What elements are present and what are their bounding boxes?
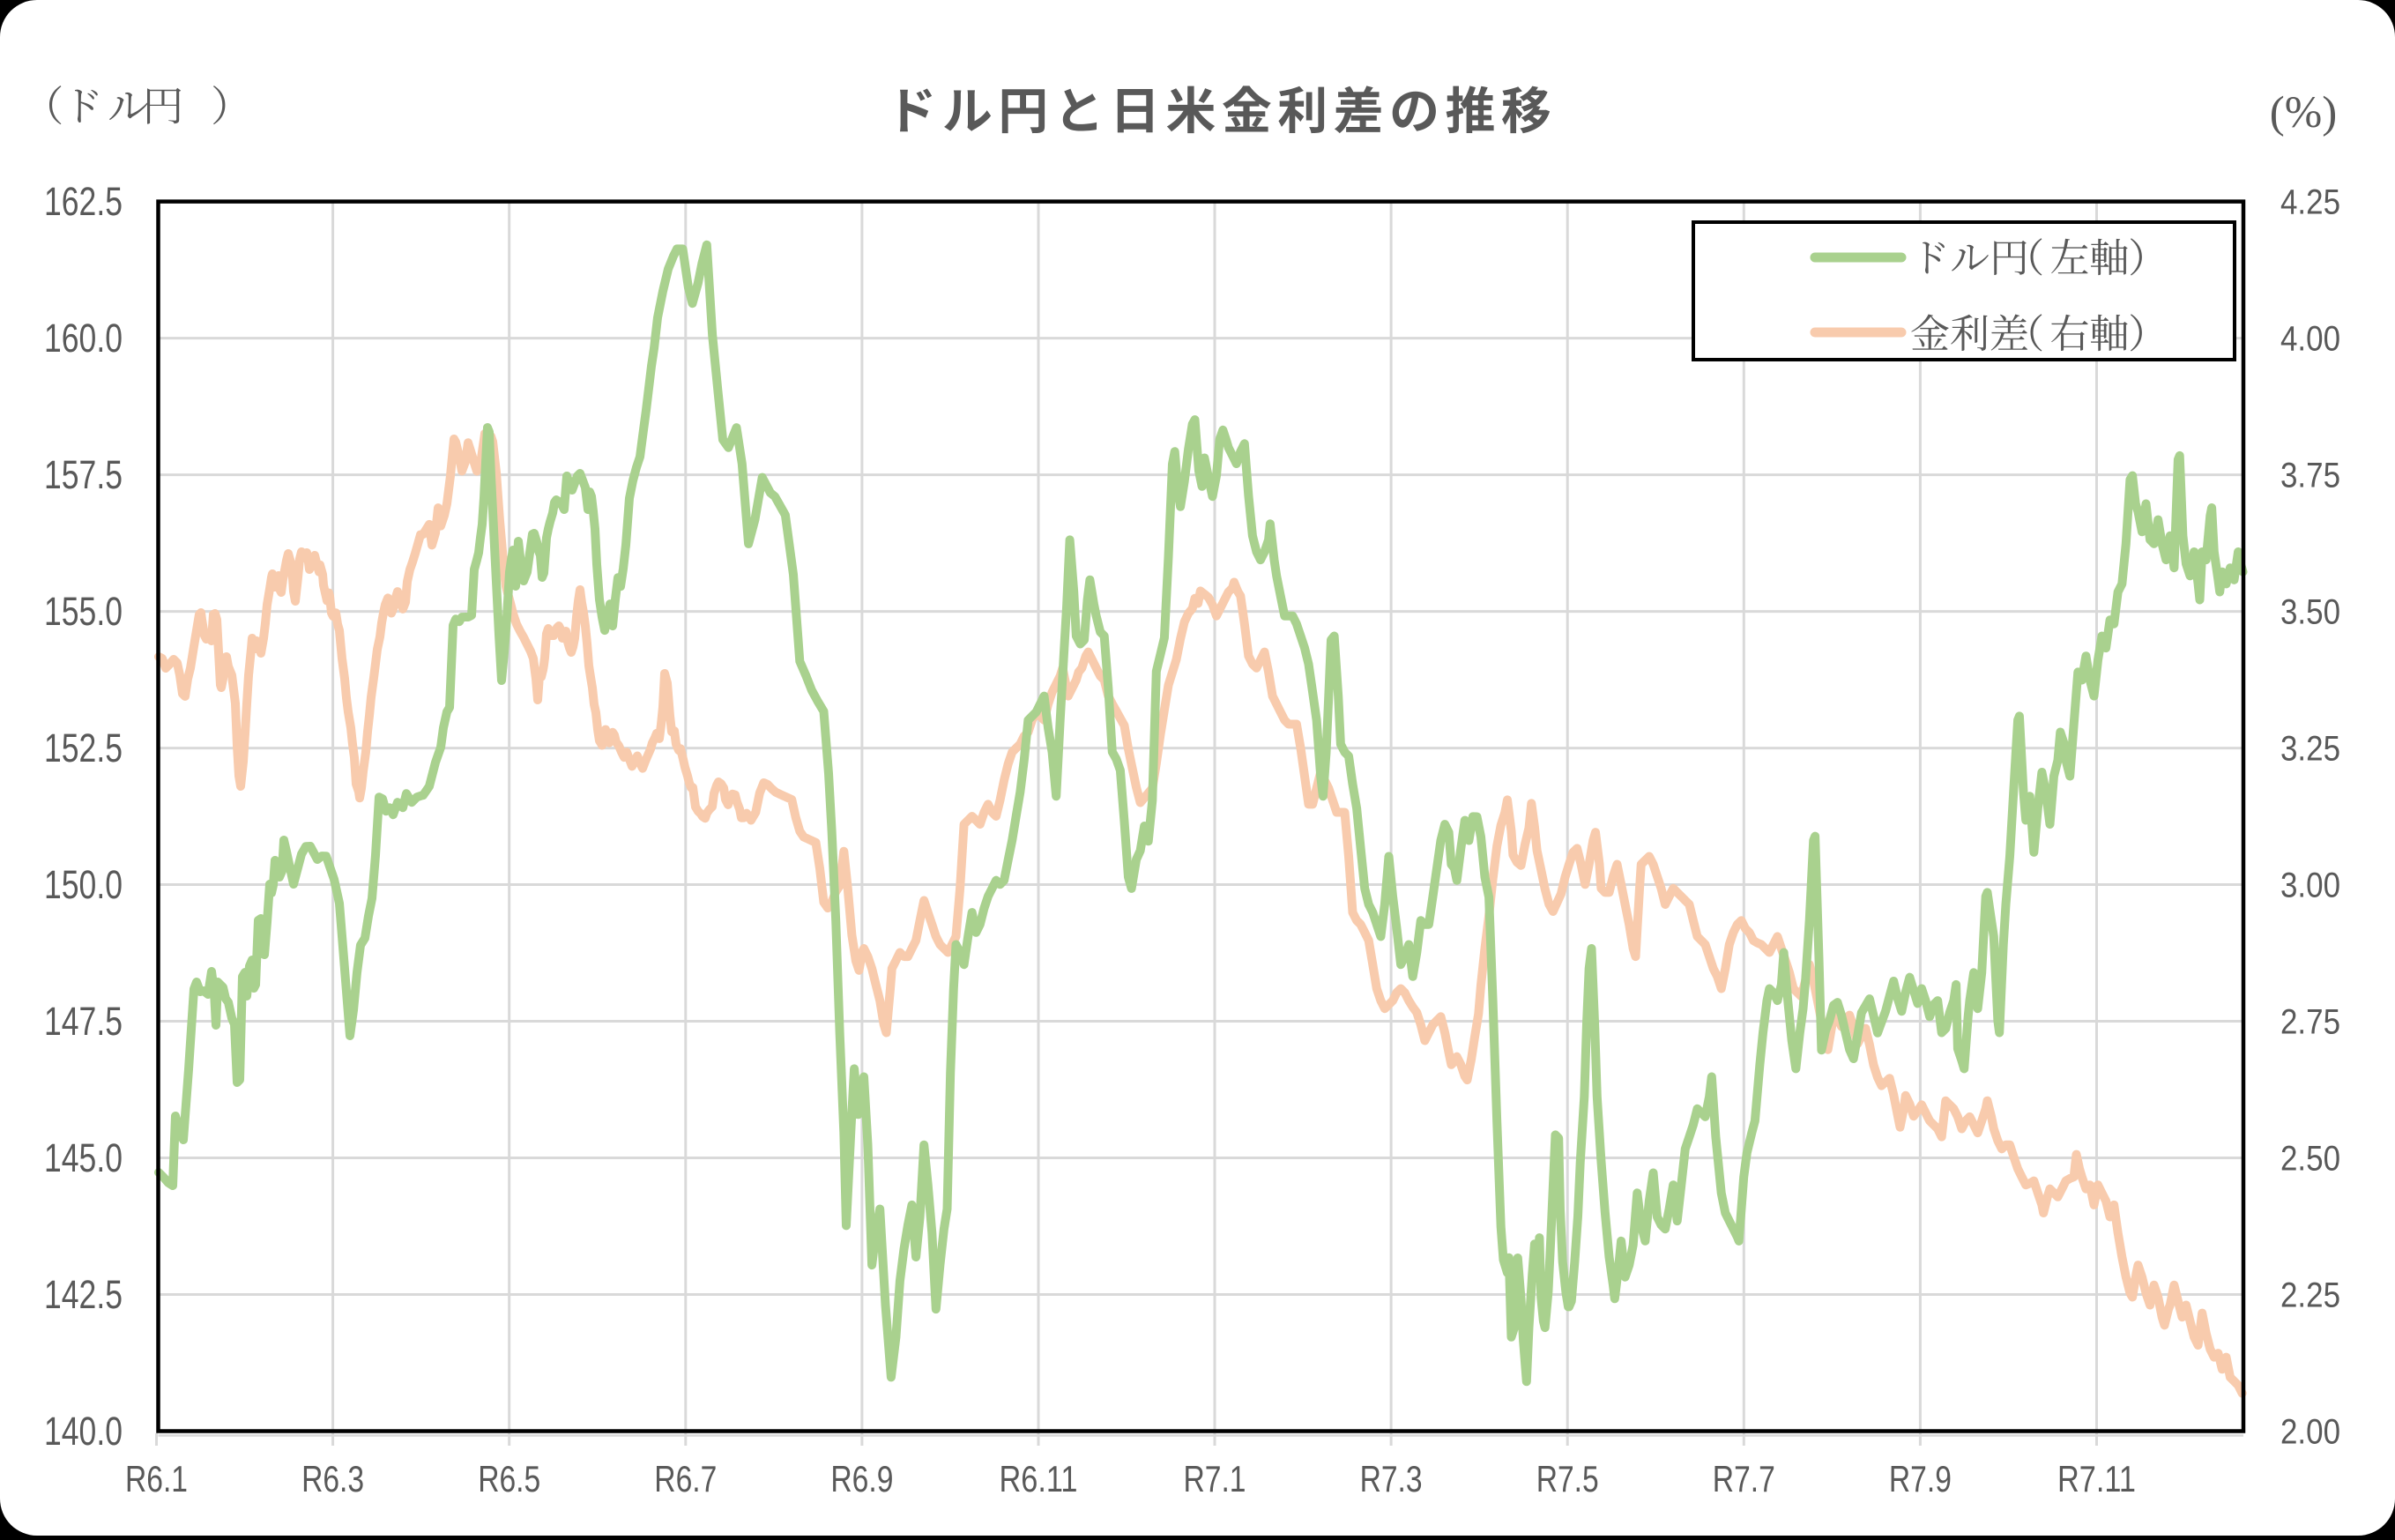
svg-text:2.25: 2.25 — [2280, 1276, 2340, 1315]
svg-text:R7.5: R7.5 — [1536, 1458, 1599, 1499]
svg-text:3.50: 3.50 — [2280, 593, 2340, 632]
svg-text:(%): (%) — [2270, 88, 2337, 138]
svg-text:4.00: 4.00 — [2280, 320, 2340, 359]
svg-text:R6.3: R6.3 — [301, 1458, 364, 1499]
svg-text:150.0: 150.0 — [44, 862, 123, 907]
svg-text:R6.7: R6.7 — [654, 1458, 717, 1499]
svg-text:3.25: 3.25 — [2280, 730, 2340, 769]
svg-text:R7.11: R7.11 — [2057, 1458, 2136, 1499]
svg-text:160.0: 160.0 — [44, 316, 123, 361]
svg-text:R6.1: R6.1 — [125, 1458, 188, 1499]
svg-text:R6.11: R6.11 — [1000, 1458, 1078, 1499]
svg-text:3.00: 3.00 — [2280, 867, 2340, 905]
svg-text:155.0: 155.0 — [44, 589, 123, 634]
svg-text:2.75: 2.75 — [2280, 1003, 2340, 1042]
svg-text:R6.9: R6.9 — [830, 1458, 893, 1499]
svg-text:142.5: 142.5 — [44, 1272, 123, 1317]
svg-text:162.5: 162.5 — [44, 179, 123, 224]
svg-text:R7.9: R7.9 — [1889, 1458, 1952, 1499]
svg-text:R7.7: R7.7 — [1713, 1458, 1775, 1499]
svg-text:145.0: 145.0 — [44, 1135, 123, 1180]
svg-text:157.5: 157.5 — [44, 452, 123, 497]
svg-text:3.75: 3.75 — [2280, 457, 2340, 495]
svg-text:R7.3: R7.3 — [1360, 1458, 1423, 1499]
svg-text:4.25: 4.25 — [2280, 183, 2340, 222]
svg-text:152.5: 152.5 — [44, 725, 123, 770]
svg-text:147.5: 147.5 — [44, 999, 123, 1044]
svg-text:2.50: 2.50 — [2280, 1140, 2340, 1179]
svg-text:R6.5: R6.5 — [478, 1458, 540, 1499]
svg-text:140.0: 140.0 — [44, 1409, 123, 1454]
svg-text:R7.1: R7.1 — [1184, 1458, 1246, 1499]
svg-text:2.00: 2.00 — [2280, 1413, 2340, 1452]
